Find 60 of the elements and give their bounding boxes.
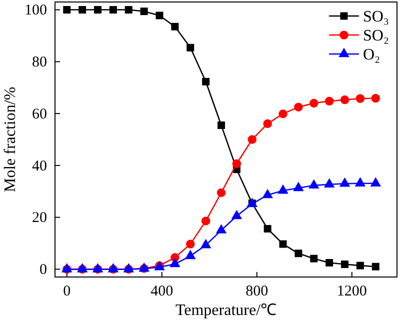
point <box>156 12 164 20</box>
point <box>356 94 365 103</box>
point <box>171 22 179 30</box>
point <box>370 177 381 186</box>
point <box>63 6 71 14</box>
point <box>264 225 272 232</box>
point <box>356 262 364 270</box>
point <box>339 177 350 187</box>
point <box>248 135 256 144</box>
point <box>278 109 288 118</box>
point <box>216 224 227 234</box>
point <box>293 182 304 192</box>
x-axis-title: Temperature/℃ <box>175 302 277 319</box>
legend-label: O₂ <box>362 46 380 64</box>
point <box>340 95 350 104</box>
point <box>216 188 226 198</box>
x-tick-label: 1200 <box>336 284 367 300</box>
point <box>124 6 132 14</box>
point <box>231 210 242 220</box>
point <box>170 258 180 268</box>
point <box>341 260 348 268</box>
y-tick-label: 60 <box>32 106 47 122</box>
point <box>324 96 334 106</box>
point <box>200 238 212 248</box>
point <box>186 44 194 52</box>
point <box>354 177 366 186</box>
point <box>262 188 273 198</box>
point <box>294 102 303 112</box>
y-tick-label: 80 <box>32 54 47 70</box>
point <box>310 254 318 262</box>
point <box>294 250 302 258</box>
point <box>140 8 148 16</box>
point <box>372 262 380 270</box>
point <box>202 78 210 86</box>
x-tick-label: 400 <box>150 284 174 300</box>
point <box>94 6 102 14</box>
y-tick-label: 0 <box>40 262 47 278</box>
point <box>201 216 210 226</box>
y-tick-label: 100 <box>24 2 47 19</box>
point <box>371 94 380 103</box>
x-tick-label: 0 <box>63 284 71 300</box>
point <box>326 258 334 266</box>
point <box>109 6 117 14</box>
legend-label: SO₂ <box>362 28 389 45</box>
point <box>78 6 86 14</box>
point <box>279 240 287 248</box>
point <box>232 159 242 168</box>
point <box>263 119 272 128</box>
legend-label: SO₃ <box>362 8 389 26</box>
point <box>310 98 318 108</box>
y-tick-label: 40 <box>32 158 47 174</box>
y-axis-title: Mole fraction/% <box>2 86 19 192</box>
x-tick-label: 800 <box>246 284 268 300</box>
point <box>324 178 335 188</box>
point <box>185 250 196 260</box>
point <box>308 179 320 189</box>
point <box>218 121 225 129</box>
point <box>186 240 195 248</box>
point <box>278 184 288 194</box>
y-tick-label: 20 <box>32 210 47 226</box>
